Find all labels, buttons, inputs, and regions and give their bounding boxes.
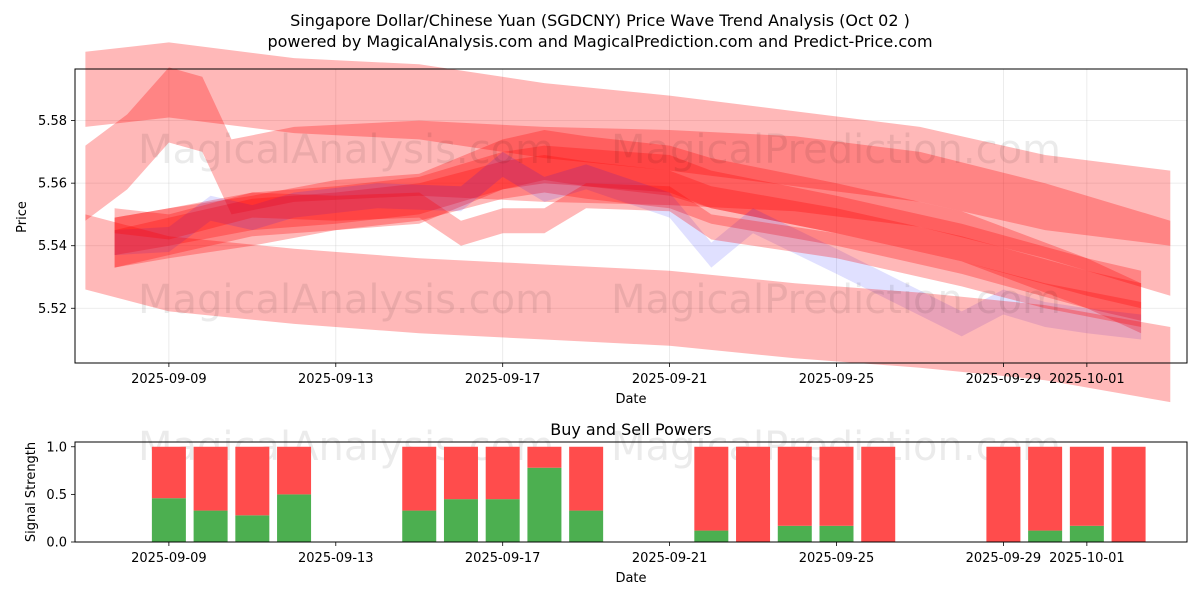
chart-title-line2: powered by MagicalAnalysis.com and Magic… — [267, 32, 932, 51]
price-x-tick-label-3: 2025-09-21 — [632, 372, 708, 387]
price-y-tick-label-3: 5.58 — [38, 114, 67, 129]
watermark-prediction-top: MagicalPrediction.com — [611, 127, 1061, 173]
price-band-4 — [114, 130, 1142, 334]
buy-bar-9 — [694, 530, 729, 542]
signal-x-tick-label-6: 2025-10-01 — [1049, 551, 1125, 566]
buy-bar-11 — [777, 525, 812, 542]
signal-y-tick-label-0: 0.0 — [46, 536, 67, 551]
sell-bar-6 — [485, 446, 520, 500]
signal-y-ticks: 0.0 0.5 1.0 — [46, 440, 75, 551]
price-grid — [75, 69, 1187, 363]
watermark-prediction-mid: MagicalPrediction.com — [611, 277, 1061, 323]
sell-bar-9 — [694, 446, 729, 531]
price-x-tick-label-0: 2025-09-09 — [131, 372, 207, 387]
price-x-ticks: 2025-09-09 2025-09-13 2025-09-17 2025-09-21… — [131, 363, 1125, 387]
buy-sell-power-chart: Buy and Sell Powers MagicalAnalysis.com … — [24, 420, 1188, 586]
sell-bar-13 — [861, 446, 896, 542]
signal-chart-title: Buy and Sell Powers — [550, 420, 712, 439]
price-band-3 — [114, 155, 1142, 321]
signal-y-tick-label-1: 0.5 — [46, 488, 67, 503]
sell-bar-10 — [736, 446, 771, 542]
sell-bar-8 — [569, 446, 604, 511]
price-x-tick-label-6: 2025-10-01 — [1049, 372, 1125, 387]
buy-bar-8 — [569, 510, 604, 542]
price-wave-chart: MagicalAnalysis.com MagicalPrediction.co… — [15, 42, 1188, 407]
price-band-1 — [85, 67, 1171, 296]
price-y-tick-label-1: 5.54 — [38, 239, 67, 254]
buy-bar-16 — [1069, 525, 1104, 542]
signal-x-tick-label-4: 2025-09-25 — [799, 551, 875, 566]
signal-x-tick-label-2: 2025-09-17 — [465, 551, 541, 566]
price-y-axis-label: Price — [15, 201, 30, 233]
buy-bar-7 — [527, 467, 562, 542]
watermark-analysis-top: MagicalAnalysis.com — [138, 127, 554, 173]
sell-bar-12 — [819, 446, 854, 526]
sell-bar-15 — [1028, 446, 1063, 531]
price-y-tick-label-2: 5.56 — [38, 177, 67, 192]
signal-x-tick-label-5: 2025-09-29 — [966, 551, 1042, 566]
price-band-2 — [114, 145, 1142, 309]
price-band-5 — [114, 151, 1142, 340]
price-x-tick-label-5: 2025-09-29 — [966, 372, 1042, 387]
buy-bar-4 — [402, 510, 437, 542]
sell-bar-2 — [235, 446, 270, 516]
price-bands — [85, 42, 1171, 403]
price-band-0 — [85, 42, 1171, 246]
signal-x-tick-label-3: 2025-09-21 — [632, 551, 708, 566]
signal-x-tick-label-0: 2025-09-09 — [131, 551, 207, 566]
signal-y-axis-label: Signal Strength — [24, 442, 39, 542]
price-x-tick-label-4: 2025-09-25 — [799, 372, 875, 387]
sell-bar-0 — [151, 446, 186, 499]
price-watermarks: MagicalAnalysis.com MagicalPrediction.co… — [138, 127, 1061, 323]
price-x-axis-label: Date — [615, 392, 646, 407]
price-plot-frame — [74, 68, 1188, 364]
buy-bar-6 — [485, 499, 520, 542]
sell-bar-1 — [193, 446, 228, 511]
signal-plot-frame — [74, 441, 1188, 543]
buy-bar-12 — [819, 525, 854, 542]
chart-title-line1: Singapore Dollar/Chinese Yuan (SGDCNY) P… — [290, 11, 910, 30]
price-band-6 — [114, 183, 1142, 327]
price-x-tick-label-2: 2025-09-17 — [465, 372, 541, 387]
price-y-ticks: 5.52 5.54 5.56 5.58 — [38, 114, 75, 317]
buy-bar-15 — [1028, 530, 1063, 542]
buy-bar-3 — [277, 494, 312, 542]
buy-bar-0 — [151, 498, 186, 542]
sell-bar-4 — [402, 446, 437, 511]
signal-x-axis-label: Date — [615, 571, 646, 586]
sell-bar-3 — [277, 446, 312, 495]
signal-y-tick-label-2: 1.0 — [46, 440, 67, 455]
buy-bar-5 — [443, 499, 478, 542]
sell-bar-16 — [1069, 446, 1104, 526]
price-x-tick-label-1: 2025-09-13 — [298, 372, 374, 387]
sell-bar-7 — [527, 446, 562, 468]
sell-bar-17 — [1111, 446, 1146, 542]
signal-bars — [151, 446, 1146, 542]
price-band-7 — [85, 214, 1171, 403]
buy-bar-2 — [235, 515, 270, 542]
sell-bar-5 — [443, 446, 478, 500]
sell-bar-11 — [777, 446, 812, 526]
watermark-analysis-mid: MagicalAnalysis.com — [138, 277, 554, 323]
signal-x-ticks: 2025-09-09 2025-09-13 2025-09-17 2025-09-21… — [131, 542, 1125, 566]
sell-bar-14 — [986, 446, 1021, 542]
buy-bar-1 — [193, 510, 228, 542]
price-y-tick-label-0: 5.52 — [38, 302, 67, 317]
signal-x-tick-label-1: 2025-09-13 — [298, 551, 374, 566]
